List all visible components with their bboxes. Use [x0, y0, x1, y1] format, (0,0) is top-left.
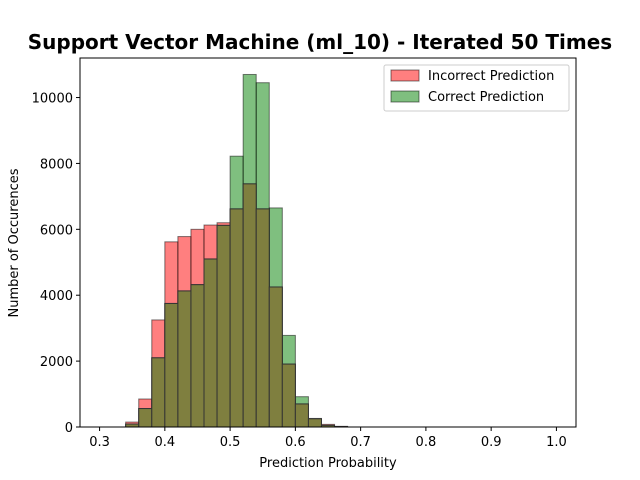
x-tick-label: 0.3 — [89, 435, 110, 450]
x-tick-label: 0.6 — [285, 435, 306, 450]
y-tick-label: 2000 — [40, 355, 73, 370]
legend-label-incorrect: Incorrect Prediction — [428, 69, 554, 84]
x-tick-label: 1.0 — [546, 435, 567, 450]
legend-swatch-incorrect — [390, 69, 420, 82]
overlap-bar — [190, 284, 205, 428]
overlap-bar — [164, 302, 179, 428]
overlap-bar — [216, 224, 231, 428]
overlap-bar — [229, 208, 244, 428]
x-axis-label: Prediction Probability — [259, 456, 397, 471]
overlap-bar — [294, 403, 309, 428]
overlap-bar — [138, 408, 153, 428]
overlap-bar — [203, 258, 218, 428]
legend-label-correct: Correct Prediction — [428, 90, 544, 105]
x-tick-label: 0.7 — [350, 435, 371, 450]
x-tick-label: 0.9 — [481, 435, 502, 450]
y-axis: 0 2000 4000 6000 8000 10000 — [32, 92, 80, 436]
plot-frame — [79, 57, 577, 428]
y-tick-label: 0 — [65, 421, 73, 436]
y-tick-label: 10000 — [32, 92, 73, 107]
overlap-bar — [268, 286, 283, 428]
x-tick-label: 0.8 — [416, 435, 437, 450]
y-tick-label: 8000 — [40, 157, 73, 172]
overlap-bar — [255, 208, 270, 428]
y-axis-label: Number of Occurences — [7, 168, 22, 317]
overlap-bars — [125, 183, 349, 428]
x-tick-label: 0.4 — [154, 435, 175, 450]
x-tick-label: 0.5 — [220, 435, 241, 450]
y-tick-label: 6000 — [40, 223, 73, 238]
legend-box — [383, 64, 570, 112]
overlap-bar — [177, 290, 192, 428]
overlap-bar — [242, 183, 257, 428]
legend: Incorrect Prediction Correct Prediction — [383, 64, 570, 112]
x-axis: 0.3 0.4 0.5 0.6 0.7 0.8 0.9 1.0 — [89, 427, 567, 450]
overlap-bar — [307, 418, 322, 428]
legend-swatch-correct — [390, 90, 420, 103]
chart-title: Support Vector Machine (ml_10) - Iterate… — [28, 30, 612, 54]
overlap-bar — [281, 363, 296, 428]
overlap-bar — [151, 357, 166, 428]
y-tick-label: 4000 — [40, 289, 73, 304]
